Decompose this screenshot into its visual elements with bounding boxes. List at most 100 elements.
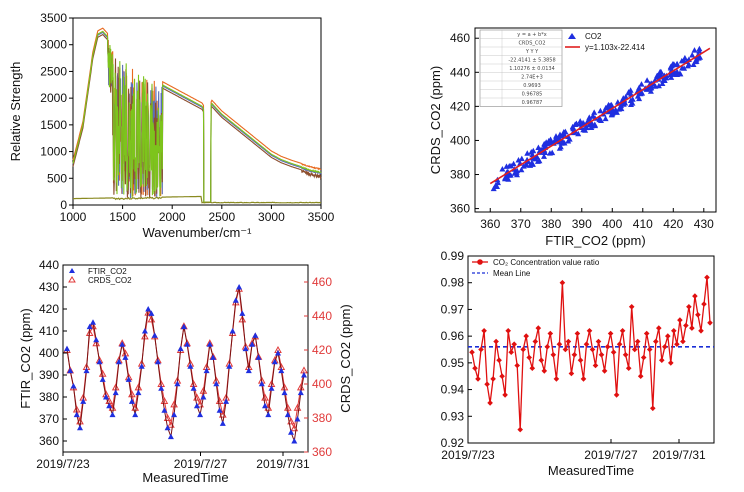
spectra-x-tick-label: 3000 (258, 210, 285, 224)
ratio-point (610, 349, 617, 355)
series-point-FTIR_CO2 (119, 341, 126, 347)
ratio-point (526, 354, 532, 361)
ratio-point (562, 346, 569, 353)
co2-scatter-point (684, 62, 691, 69)
fit-table-cell: -22.4141 ± 5.3858 (508, 58, 555, 64)
timeseries-y-tick-label: 400 (39, 346, 59, 360)
ratio-x-tick-label: 2019/7/23 (441, 448, 495, 462)
ratio-y-tick-label: 0.94 (441, 383, 465, 397)
legend-label-mean: Mean Line (493, 269, 531, 278)
co2-scatter-point (559, 132, 566, 139)
series-point-FTIR_CO2 (103, 394, 109, 400)
ratio-point (541, 368, 548, 374)
series-point-FTIR_CO2 (151, 332, 158, 338)
regression-y-tick-label: 360 (450, 202, 470, 216)
fit-table-cell: Y Y Y (525, 49, 539, 55)
series-point-CRDS_CO2 (144, 308, 153, 316)
co2-scatter-point (528, 160, 535, 166)
co2-scatter-point (636, 84, 643, 91)
co2-scatter-point (591, 109, 598, 115)
co2-scatter-point (506, 163, 513, 169)
series-point-FTIR_CO2 (232, 297, 239, 303)
ratio-point (568, 370, 575, 377)
co2-scatter-point (691, 47, 698, 53)
co2-scatter-point (674, 68, 681, 75)
ratio-point (478, 346, 484, 353)
series-point-FTIR_CO2 (73, 411, 80, 418)
timeseries-y-tick-label: 380 (39, 390, 59, 404)
legend-marker-co2 (568, 33, 576, 39)
series-point-FTIR_CO2 (64, 345, 70, 352)
fit-table-cell: 0.9693 (523, 83, 541, 89)
co2-scatter-point (532, 155, 539, 162)
co2-scatter-point (557, 143, 564, 150)
timeseries-y2-tick-label: 420 (312, 343, 332, 357)
ratio-point (595, 338, 602, 345)
ratio-x-axis-label: MeasuredTime (548, 463, 634, 478)
ratio-point (490, 376, 496, 382)
co2-scatter-point (692, 58, 699, 65)
co2-scatter-point (696, 48, 703, 54)
series-point-FTIR_CO2 (203, 367, 210, 374)
ratio-y-tick-label: 0.99 (441, 249, 465, 263)
co2-scatter-point (510, 160, 517, 167)
ratio-point (707, 320, 713, 326)
regression-legend (563, 30, 663, 52)
series-point-FTIR_CO2 (174, 380, 181, 387)
ratio-y-tick-label: 0.95 (441, 356, 465, 370)
series-point-FTIR_CO2 (80, 398, 87, 404)
co2-scatter-point (518, 166, 525, 173)
series-point-FTIR_CO2 (90, 319, 96, 325)
legend-marker-crds (68, 276, 76, 283)
ratio-point (565, 338, 572, 345)
timeseries-y-tick-label: 420 (39, 302, 59, 316)
series-point-FTIR_CO2 (255, 354, 262, 360)
series-point-FTIR_CO2 (245, 367, 252, 374)
timeseries-y-tick-label: 430 (39, 280, 59, 294)
timeseries-y2-tick-label: 460 (312, 275, 332, 289)
ratio-point (571, 352, 578, 358)
ratio-point (674, 341, 680, 347)
regression-x-tick-label: 400 (602, 217, 622, 231)
spectra-x-tick-label: 2500 (208, 210, 235, 224)
series-point-FTIR_CO2 (200, 394, 207, 400)
spectra-y-tick-label: 1000 (40, 145, 67, 159)
series-point-FTIR_CO2 (125, 376, 132, 382)
co2-scatter-point (677, 70, 684, 77)
legend-label-crds: CRDS_CO2 (88, 276, 132, 285)
ratio-point (538, 357, 545, 363)
ratio-point (583, 341, 590, 347)
ratio-point (532, 338, 539, 345)
series-point-CRDS_CO2 (89, 322, 97, 330)
ratio-point (643, 330, 650, 337)
series-point-FTIR_CO2 (239, 310, 246, 316)
series-point-FTIR_CO2 (275, 350, 281, 356)
co2-scatter-point (627, 97, 634, 103)
co2-scatter-point (541, 140, 548, 147)
regression-y-tick-label: 460 (450, 31, 470, 45)
regression-y-tick-label: 440 (450, 65, 470, 79)
spectra-y-tick-label: 500 (47, 171, 67, 185)
series-point-FTIR_CO2 (141, 328, 148, 334)
spectra-x-tick-label: 2000 (159, 210, 186, 224)
series-point-FTIR_CO2 (132, 411, 139, 418)
series-point-FTIR_CO2 (213, 380, 220, 387)
ratio-point (469, 349, 475, 355)
series-point-FTIR_CO2 (249, 341, 256, 347)
ratio-point (680, 338, 686, 345)
fit-table-cell: 1.10276 ± 0.0134 (509, 66, 555, 72)
series-point-FTIR_CO2 (291, 438, 298, 444)
ratio-point (523, 333, 529, 339)
timeseries-y2-axis-label: CRDS_CO2 (ppm) (338, 304, 353, 412)
co2-scatter-point (573, 120, 580, 126)
co2-scatter-point (530, 147, 537, 154)
series-point-FTIR_CO2 (271, 358, 278, 365)
regression-plot-frame (474, 27, 717, 213)
ratio-y-tick-label: 0.96 (441, 329, 465, 343)
ratio-point (499, 373, 505, 379)
co2-scatter-point (690, 61, 697, 67)
co2-scatter-point (634, 93, 641, 99)
ratio-point (598, 352, 605, 358)
co2-scatter-point (638, 81, 645, 87)
